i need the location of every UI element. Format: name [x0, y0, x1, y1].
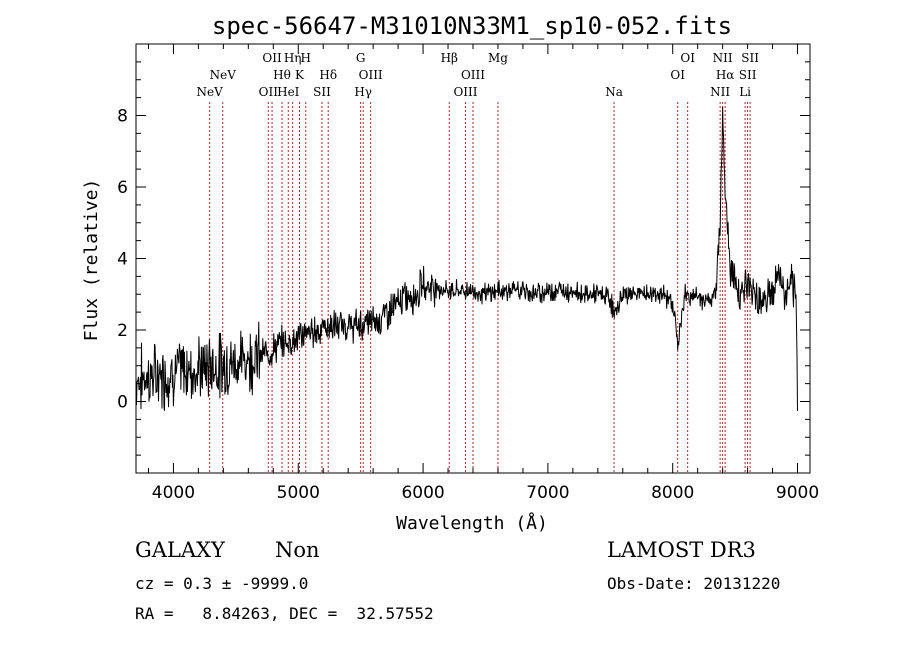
emission-line-label: NII	[710, 85, 730, 99]
emission-line-label: OI	[680, 51, 695, 65]
x-tick-label: 5000	[277, 483, 320, 503]
emission-line-label: SII	[741, 51, 759, 65]
emission-line-label: SII	[313, 85, 331, 99]
x-tick-label: 7000	[526, 483, 569, 503]
axis-ticks: 4000 5000 6000 7000 8000 9000 0 2 4 6 8	[117, 44, 819, 503]
emission-line-label: NeV	[197, 85, 224, 99]
y-tick-label: 2	[117, 321, 128, 341]
coordinates: RA = 8.84263, DEC = 32.57552	[135, 604, 434, 623]
y-tick-label: 4	[117, 250, 128, 270]
emission-line-label: G	[356, 51, 366, 65]
emission-line-label: Mg	[488, 51, 508, 65]
emission-line-label: OIII	[359, 68, 383, 82]
x-axis-label: Wavelength (Å)	[396, 512, 548, 534]
x-tick-label: 4000	[152, 483, 195, 503]
x-tick-label: 6000	[401, 483, 444, 503]
redshift-value: cz = 0.3 ± -9999.0	[135, 574, 309, 593]
emission-line-label: H	[301, 51, 311, 65]
emission-line-label: Li	[739, 85, 751, 99]
y-axis-label: Flux (relative)	[81, 179, 102, 342]
emission-line-label: K	[295, 68, 305, 82]
y-tick-label: 6	[117, 178, 128, 198]
chart-title: spec-56647-M31010N33M1_sp10-052.fits	[212, 12, 732, 40]
object-subclass: Non	[275, 538, 320, 562]
spectrum-line	[135, 106, 798, 411]
emission-line-label: OIII	[453, 85, 477, 99]
emission-line-label: OI	[670, 68, 685, 82]
x-tick-label: 8000	[651, 483, 694, 503]
survey-name: LAMOST DR3	[607, 538, 756, 562]
emission-line-label: Hα	[716, 68, 735, 82]
y-tick-label: 0	[117, 393, 128, 413]
emission-line-label: Hθ	[273, 68, 291, 82]
y-tick-label: 8	[117, 107, 128, 127]
emission-line-label: OII	[259, 85, 279, 99]
emission-lines: NeVNeVOIIOIIHθHeIHηKHSIIHδGHγOIIIHβOIIIO…	[197, 51, 759, 473]
emission-line-label: HeI	[277, 85, 300, 99]
emission-line-label: NeV	[210, 68, 237, 82]
emission-line-label: Hη	[284, 51, 302, 65]
emission-line-label: SII	[739, 68, 757, 82]
object-class: GALAXY	[135, 538, 225, 562]
observation-date: Obs-Date: 20131220	[607, 574, 781, 593]
emission-line-label: Hδ	[319, 68, 337, 82]
emission-line-label: OII	[262, 51, 282, 65]
emission-line-label: Hβ	[441, 51, 458, 65]
emission-line-label: Hγ	[354, 85, 372, 99]
emission-line-label: NII	[713, 51, 733, 65]
emission-line-label: OIII	[461, 68, 485, 82]
emission-line-label: Na	[605, 85, 623, 99]
x-tick-label: 9000	[776, 483, 819, 503]
